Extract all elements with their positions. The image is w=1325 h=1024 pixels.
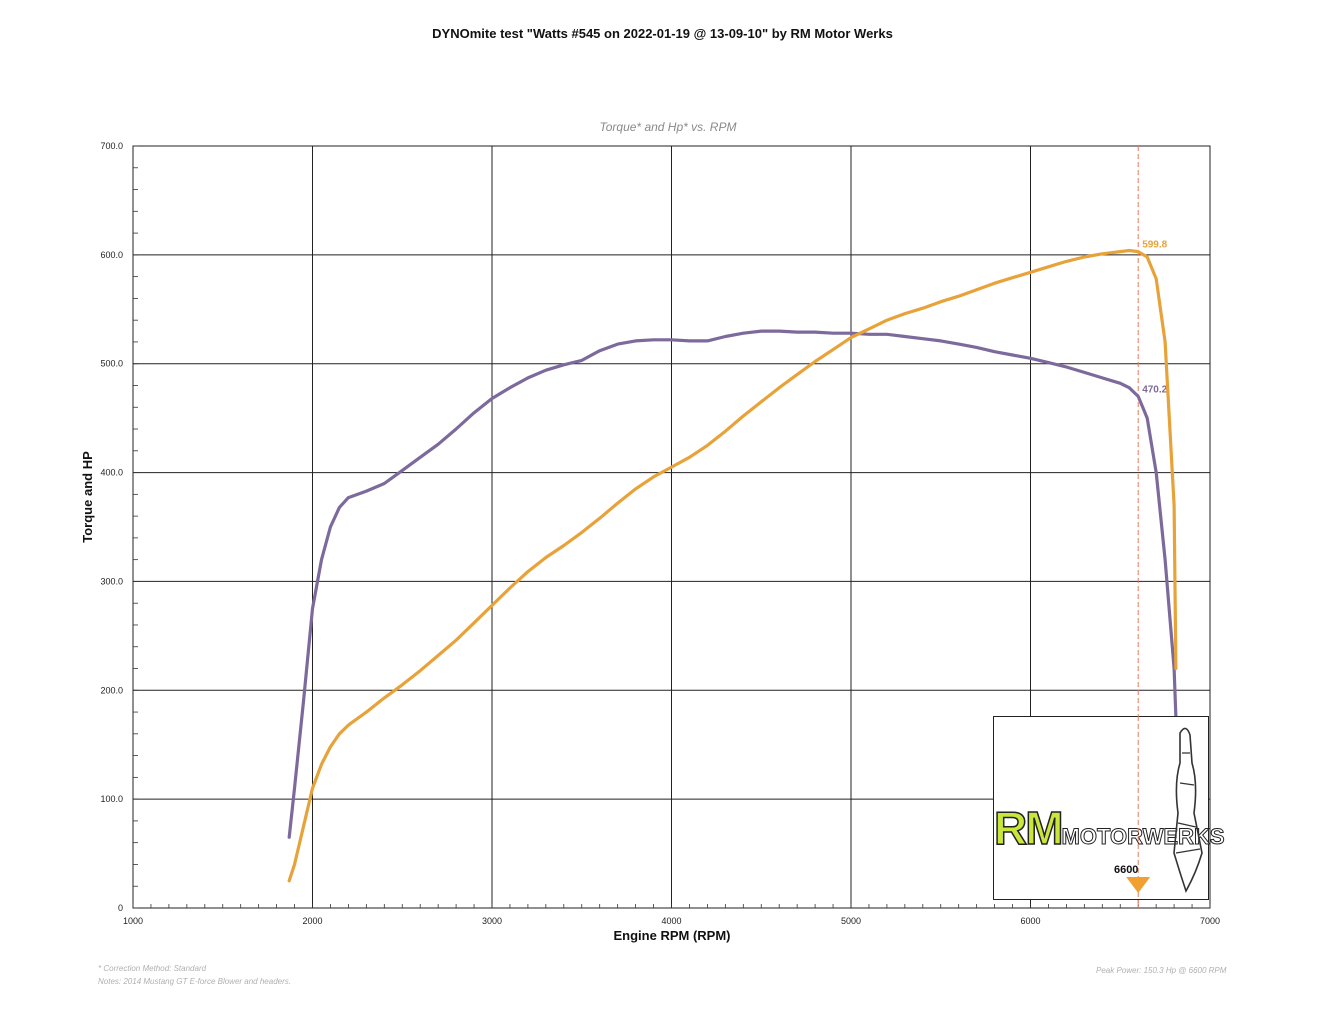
chart-title: Torque* and Hp* vs. RPM: [600, 120, 737, 134]
logo-wordmark: RMMOTORWERKS: [993, 801, 1225, 855]
y-tick-label: 200.0: [100, 685, 123, 695]
y-tick-label: 300.0: [100, 576, 123, 586]
x-tick-label: 4000: [661, 916, 681, 926]
y-tick-label: 100.0: [100, 794, 123, 804]
torque-peak-label: 470.2: [1142, 384, 1167, 395]
x-tick-label: 3000: [482, 916, 502, 926]
x-tick-label: 1000: [123, 916, 143, 926]
footnote-notes: Notes: 2014 Mustang GT E-force Blower an…: [98, 977, 291, 986]
x-axis-label: Engine RPM (RPM): [614, 928, 731, 943]
y-axis-label: Torque and HP: [80, 451, 95, 543]
x-axis-ticks: 1000 2000 3000 4000 5000 6000 7000: [123, 916, 1220, 926]
x-tick-label: 7000: [1200, 916, 1220, 926]
y-tick-label: 700.0: [100, 141, 123, 151]
page-title: DYNOmite test "Watts #545 on 2022-01-19 …: [432, 26, 893, 41]
footnote-peak-power: Peak Power: 150.3 Hp @ 6600 RPM: [1096, 966, 1227, 975]
logo-rm-text: RM: [993, 801, 1064, 855]
series-layer: 470.2 599.8: [287, 146, 1178, 908]
x-tick-label: 2000: [302, 916, 322, 926]
y-tick-label: 500.0: [100, 359, 123, 369]
y-tick-label: 400.0: [100, 468, 123, 478]
rm-motorwerks-logo: RMMOTORWERKS: [993, 716, 1225, 900]
x-tick-label: 5000: [841, 916, 861, 926]
y-tick-label: 600.0: [100, 250, 123, 260]
x-tick-label: 6000: [1020, 916, 1040, 926]
hp-series-line: [287, 248, 1178, 883]
torque-series-line: [287, 329, 1178, 839]
hp-peak-label: 599.8: [1142, 240, 1167, 251]
footnote-correction: * Correction Method: Standard: [98, 964, 207, 973]
logo-figure-icon: [1173, 727, 1203, 893]
y-axis-ticks: 0 100.0 200.0 300.0 400.0 500.0 600.0 700.0: [100, 141, 123, 913]
y-tick-label: 0: [118, 903, 123, 913]
